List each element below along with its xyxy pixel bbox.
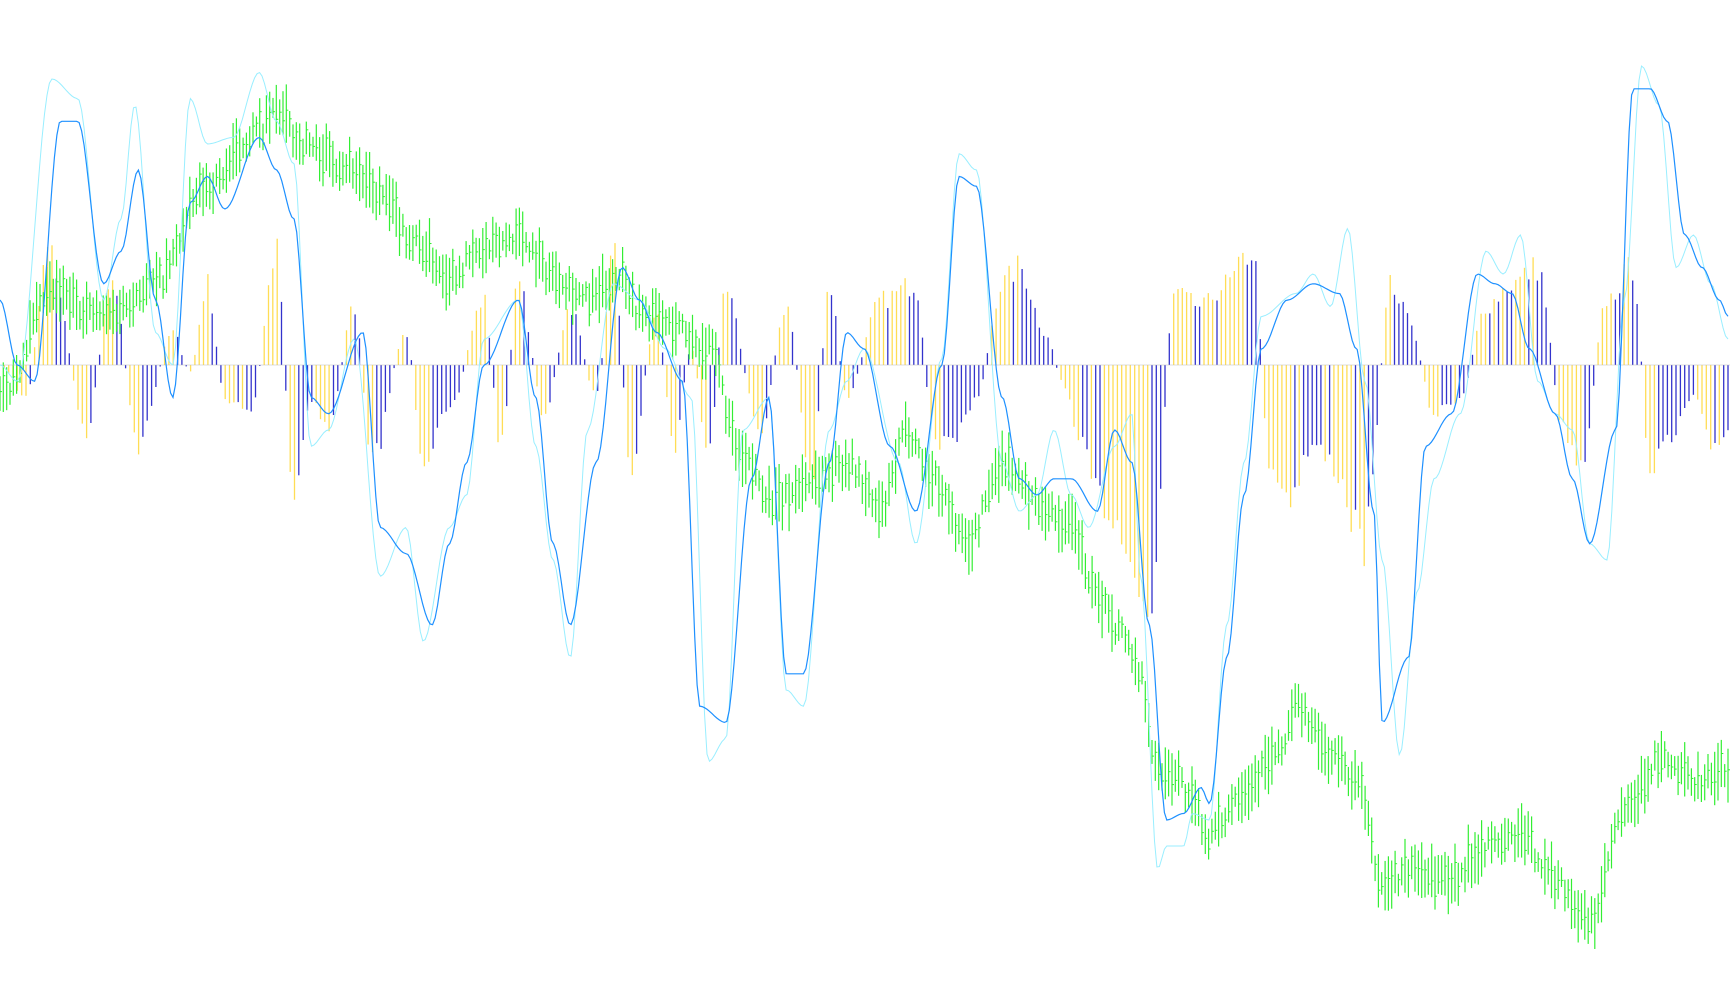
- fast-signal-line: [0, 65, 1729, 868]
- price-bars-layer: [0, 84, 1730, 949]
- histogram-layer: [3, 238, 1729, 617]
- slow-signal-line: [0, 88, 1729, 821]
